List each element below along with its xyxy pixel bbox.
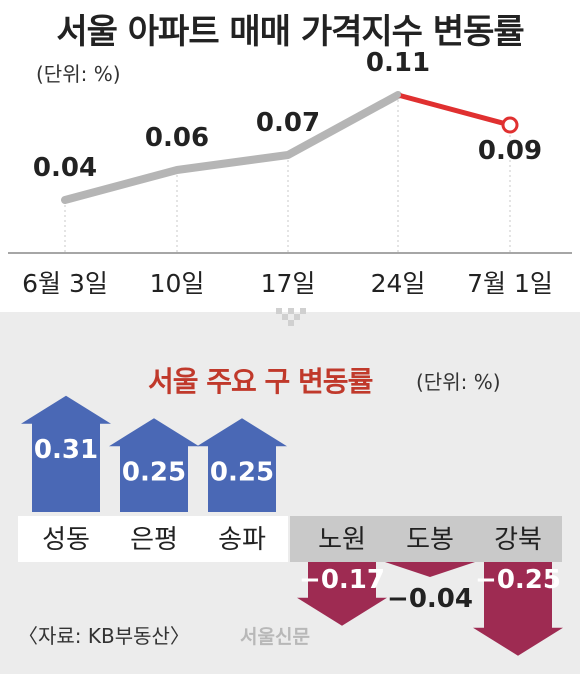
data-point [501,116,519,134]
district-name-label: 강북 [494,525,542,555]
district-bar [297,562,387,626]
source-note: 〈자료: KB부동산〉 [18,624,190,648]
district-name-label: 송파 [218,525,266,555]
district-bar [21,395,111,512]
watermark-logo: 서울신문 [240,626,310,648]
x-tick-label: 17일 [261,269,316,298]
data-label: 0.09 [478,136,542,166]
district-name-label: 은평 [130,525,178,555]
data-point [395,92,401,98]
unit-label: (단위: %) [36,62,121,86]
district-name-label: 성동 [42,525,90,555]
district-name-label: 도봉 [406,525,454,555]
district-name-label: 노원 [318,525,366,555]
highlight-segment [395,92,513,128]
x-tick-label: 6월 3일 [22,269,108,298]
district-bar [385,562,475,577]
data-label: 0.04 [33,153,97,183]
positive-labels-band [18,516,288,562]
data-point [285,152,291,158]
bar-value-label: 0.25 [210,457,274,487]
chart-title: 서울 아파트 매매 가격지수 변동률 [56,12,524,52]
data-point [174,167,180,173]
bar-value-label: 0.31 [34,435,98,465]
district-chart-title: 서울 주요 구 변동률 [148,365,373,398]
line-chart-panel: 서울 아파트 매매 가격지수 변동률 (단위: %) 0.04 0.06 0.07 0… [0,0,580,305]
data-label: 0.11 [366,48,430,78]
x-tick-label: 7월 1일 [467,269,553,298]
connector-chevron-icon [276,308,306,326]
district-unit-label: (단위: %) [416,370,501,394]
bar-value-label: −0.17 [299,565,385,595]
bar-value-label: 0.25 [122,457,186,487]
series-line [61,91,402,204]
line-chart: 0.04 0.06 0.07 0.11 0.09 6월 3일 10일 17일 24일 7월 1일 [8,48,572,298]
x-tick-label: 10일 [150,269,205,298]
data-label: 0.06 [145,123,209,153]
district-bar [473,562,563,656]
district-bar [109,418,199,512]
bar-value-label: −0.25 [475,565,561,595]
data-label: 0.07 [256,108,320,138]
x-tick-label: 24일 [371,269,426,298]
district-bar [197,418,287,512]
bar-value-label: −0.04 [387,584,473,614]
data-point [62,197,68,203]
negative-labels-band [290,516,562,562]
